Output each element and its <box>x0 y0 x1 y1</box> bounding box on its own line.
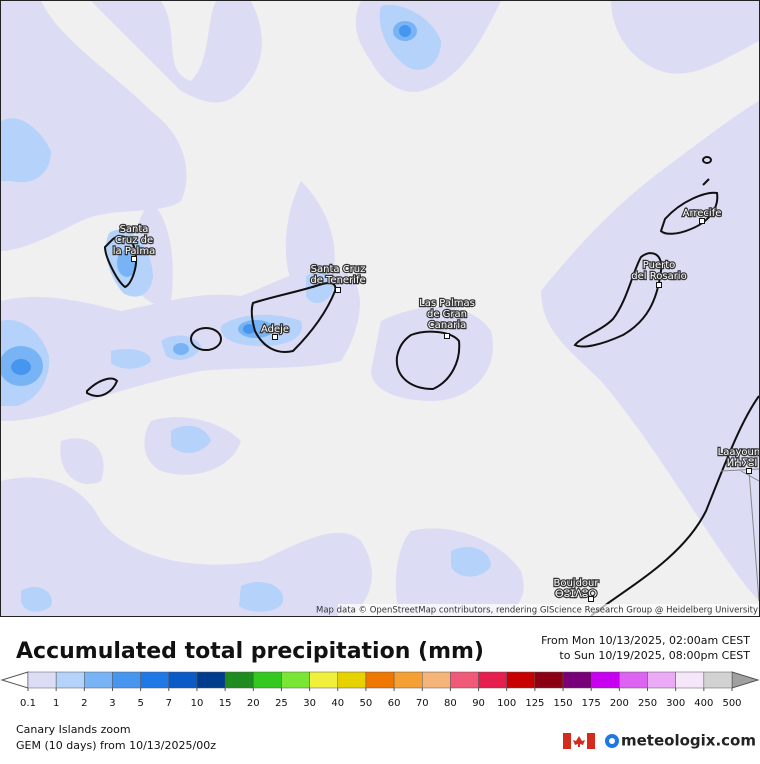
colorbar-tick-label: 0.1 <box>20 698 36 709</box>
city-label: Cruz de <box>115 235 153 246</box>
colorbar-tick-label: 20 <box>247 698 260 709</box>
colorbar-tick-label: 125 <box>525 698 544 709</box>
colorbar-tick-label: 100 <box>497 698 516 709</box>
city-label: ⴱⵓⵊⴷⵓⵔ <box>555 589 597 600</box>
colorbar-box <box>478 671 507 689</box>
colorbar-box <box>281 671 310 689</box>
city-marker <box>335 287 341 293</box>
colorbar-box <box>675 671 705 689</box>
city-label: Adeje <box>261 324 289 335</box>
colorbar-box <box>562 671 592 689</box>
city-marker <box>699 218 705 224</box>
colorbar: 0.1 1 2 3 5 7 10 15 20 25 30 40 50 60 70 80 90 100 125 150 1… <box>0 671 760 709</box>
colorbar-tick-label: 175 <box>582 698 601 709</box>
colorbar-tick-label: 500 <box>722 698 741 709</box>
colorbar-tick-label: 60 <box>388 698 401 709</box>
colorbar-tick-label: 7 <box>166 698 172 709</box>
colorbar-box <box>450 671 479 689</box>
colorbar-tick-label: 15 <box>219 698 232 709</box>
colorbar-tick-label: 3 <box>109 698 115 709</box>
colorbar-box <box>253 671 282 689</box>
city-label: Santa <box>120 224 149 235</box>
city-marker <box>588 596 594 602</box>
city-label: de Tenerife <box>310 275 365 286</box>
model-run: GEM (10 days) from 10/13/2025/00z <box>16 739 216 752</box>
colorbar-tick-label: 25 <box>275 698 288 709</box>
colorbar-box <box>365 671 395 689</box>
colorbar-tick-label: 10 <box>191 698 204 709</box>
colorbar-box <box>619 671 648 689</box>
canada-flag <box>563 733 595 749</box>
colorbar-box <box>140 671 170 689</box>
period-start: From Mon 10/13/2025, 02:00am CEST <box>541 634 750 647</box>
city-label: Canaria <box>428 320 467 331</box>
city-label: ⵍⵄⵢⵓⵏ <box>727 458 758 469</box>
region: Canary Islands zoom <box>16 723 131 736</box>
colorbar-box <box>534 671 564 689</box>
legend-title: Accumulated total precipitation (mm) <box>16 639 484 664</box>
colorbar-tick-label: 1 <box>53 698 59 709</box>
city-marker <box>272 334 278 340</box>
colorbar-box <box>421 671 451 689</box>
colorbar-box <box>337 671 367 689</box>
city-label: del Rosario <box>631 271 686 282</box>
colorbar-tick-label: 200 <box>610 698 629 709</box>
colorbar-tick-label: 150 <box>553 698 572 709</box>
colorbar-tick-label: 300 <box>666 698 685 709</box>
city-marker <box>131 256 137 262</box>
coastline <box>86 156 759 616</box>
colorbar-under <box>0 671 29 689</box>
colorbar-box <box>703 671 733 689</box>
precip-light <box>1 1 759 616</box>
colorbar-box <box>112 671 141 689</box>
colorbar-tick-label: 30 <box>303 698 316 709</box>
city-label: Laayoune <box>718 447 760 458</box>
colorbar-box <box>84 671 113 689</box>
brand[interactable]: meteologix.com <box>621 732 756 750</box>
colorbar-box <box>309 671 339 689</box>
city-label: Boujdour <box>553 578 599 589</box>
colorbar-tick-label: 70 <box>416 698 429 709</box>
colorbar-box <box>590 671 620 689</box>
colorbar-box <box>27 671 57 689</box>
colorbar-box <box>55 671 85 689</box>
colorbar-tick-label: 90 <box>472 698 485 709</box>
colorbar-box <box>647 671 676 689</box>
city-label: Santa Cruz <box>311 264 366 275</box>
colorbar-box <box>196 671 226 689</box>
city-label: de Gran <box>427 309 467 320</box>
colorbar-box <box>224 671 254 689</box>
colorbar-tick-label: 50 <box>360 698 373 709</box>
city-marker <box>444 333 450 339</box>
city-marker <box>746 468 752 474</box>
colorbar-box <box>393 671 423 689</box>
colorbar-tick-label: 400 <box>694 698 713 709</box>
city-label: Las Palmas <box>419 298 475 309</box>
colorbar-tick-label: 2 <box>81 698 87 709</box>
city-marker <box>656 282 662 288</box>
city-label: Puerto <box>643 260 676 271</box>
period-end: to Sun 10/19/2025, 08:00pm CEST <box>559 649 750 662</box>
colorbar-box <box>506 671 536 689</box>
attribution: Map data © OpenStreetMap contributors, r… <box>316 606 758 616</box>
colorbar-tick-label: 250 <box>638 698 657 709</box>
colorbar-tick-label: 80 <box>444 698 457 709</box>
colorbar-over <box>731 671 760 689</box>
colorbar-tick-label: 5 <box>137 698 143 709</box>
city-label: la Palma <box>113 246 155 257</box>
colorbar-tick-label: 40 <box>331 698 344 709</box>
city-label: Arrecife <box>683 208 722 219</box>
colorbar-box <box>168 671 198 689</box>
